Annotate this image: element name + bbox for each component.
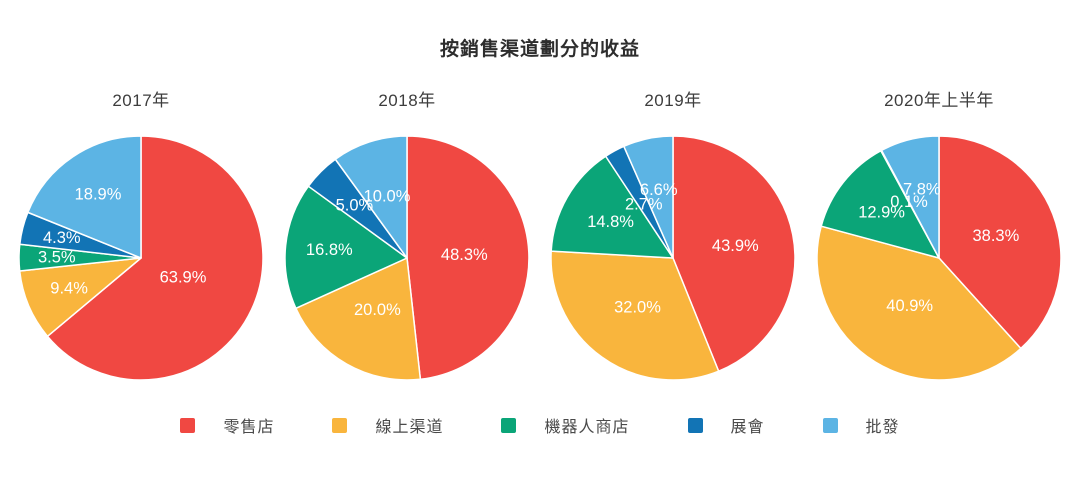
pie-chart-4: 2020年上半年 38.3% 40.9% 12.9% 0.1% 7.8%: [806, 91, 1072, 383]
pie-chart-3: 2019年 43.9% 32.0% 14.8% 2.7% 6.6%: [540, 91, 806, 383]
pie-slice-robot-store: [820, 149, 940, 259]
pie-slice-retail-store: [672, 135, 796, 372]
legend-swatch-exhibition: [687, 417, 703, 433]
legend-item-retail-store: 零售店: [180, 413, 274, 437]
chart-panel: 按銷售渠道劃分的收益 2017年 63.9% 9.4% 3.5% 4.3% 18.9% 20…: [0, 39, 1080, 437]
pie-slice-value-label-retail-store: 63.9%: [160, 269, 207, 287]
pie-slice-wholesale: [334, 135, 408, 259]
pie-slice-value-label-wholesale: 7.8%: [903, 180, 941, 198]
legend-swatch-retail-store: [180, 417, 196, 433]
legend-label-wholesale: 批發: [865, 419, 900, 436]
pie-slice-value-label-exhibition: 5.0%: [336, 196, 374, 214]
pie-chart-year-label: 2018年: [378, 91, 436, 110]
pie-slice-robot-store: [550, 155, 674, 259]
pie-slice-value-label-retail-store: 38.3%: [973, 227, 1020, 245]
pie-slice-value-label-robot-store: 14.8%: [587, 213, 634, 231]
pie-slice-value-label-retail-store: 43.9%: [712, 237, 759, 255]
pie-slice-value-label-exhibition: 2.7%: [625, 196, 663, 214]
legend-label-robot-store: 機器人商店: [544, 419, 630, 436]
legend-label-exhibition: 展會: [730, 419, 765, 436]
pie-slice-value-label-exhibition: 4.3%: [43, 229, 81, 247]
pie-slice-value-label-online-channel: 9.4%: [50, 280, 88, 298]
pie-slice-value-label-retail-store: 48.3%: [441, 246, 488, 264]
legend-item-robot-store: 機器人商店: [501, 413, 629, 437]
legend: 零售店 線上渠道 機器人商店 展會 批發: [0, 413, 1080, 437]
pie-slice-retail-store: [406, 135, 530, 381]
pie-slice-retail-store: [938, 135, 1062, 350]
pie-slice-value-label-online-channel: 32.0%: [614, 299, 661, 317]
pie-chart-year-label: 2019年: [644, 91, 702, 110]
pie-svg: 48.3% 20.0% 16.8% 5.0%10.0%: [284, 135, 530, 381]
pie-slice-robot-store: [284, 185, 408, 310]
pie-slice-wholesale: [623, 135, 674, 259]
legend-label-retail-store: 零售店: [223, 419, 275, 436]
legend-swatch-robot-store: [501, 417, 517, 433]
pie-slice-value-label-robot-store: 16.8%: [306, 241, 353, 259]
pie-slice-wholesale: [880, 135, 940, 259]
pie-svg: 63.9% 9.4% 3.5% 4.3% 18.9%: [18, 135, 264, 381]
pie-slice-value-label-wholesale: 18.9%: [75, 185, 122, 203]
pie-svg: 38.3% 40.9% 12.9%0.1%7.8%: [816, 135, 1062, 381]
legend-item-online-channel: 線上渠道: [332, 413, 443, 437]
pies-row: 2017年 63.9% 9.4% 3.5% 4.3% 18.9% 2018年 48.3% 20.…: [0, 91, 1080, 383]
legend-label-online-channel: 線上渠道: [375, 419, 444, 436]
legend-item-exhibition: 展會: [687, 413, 765, 437]
chart-title: 按銷售渠道劃分的收益: [439, 39, 640, 60]
legend-swatch-wholesale: [822, 417, 838, 433]
pie-slice-value-label-robot-store: 3.5%: [38, 249, 76, 267]
pie-slice-value-label-online-channel: 40.9%: [886, 297, 933, 315]
pie-chart-year-label: 2017年: [112, 91, 170, 110]
pie-slice-value-label-robot-store: 12.9%: [858, 204, 905, 222]
pie-chart-2: 2018年 48.3% 20.0% 16.8% 5.0% 10.0%: [274, 91, 540, 383]
pie-slice-value-label-wholesale: 10.0%: [364, 188, 411, 206]
legend-item-wholesale: 批發: [822, 413, 900, 437]
legend-swatch-online-channel: [332, 417, 348, 433]
pie-slice-retail-store: [46, 135, 264, 381]
pie-svg: 43.9% 32.0% 14.8%2.7%6.6%: [550, 135, 796, 381]
pie-slice-value-label-exhibition: 0.1%: [890, 193, 928, 211]
pie-slice-online-channel: [550, 250, 720, 381]
pie-slice-wholesale: [27, 135, 142, 259]
pie-slice-value-label-online-channel: 20.0%: [354, 301, 401, 319]
pie-slice-online-channel: [295, 257, 422, 381]
pie-chart-1: 2017年 63.9% 9.4% 3.5% 4.3% 18.9%: [8, 91, 274, 383]
pie-chart-year-label: 2020年上半年: [884, 91, 994, 110]
pie-slice-value-label-wholesale: 6.6%: [640, 181, 678, 199]
pie-slice-online-channel: [816, 225, 1022, 381]
